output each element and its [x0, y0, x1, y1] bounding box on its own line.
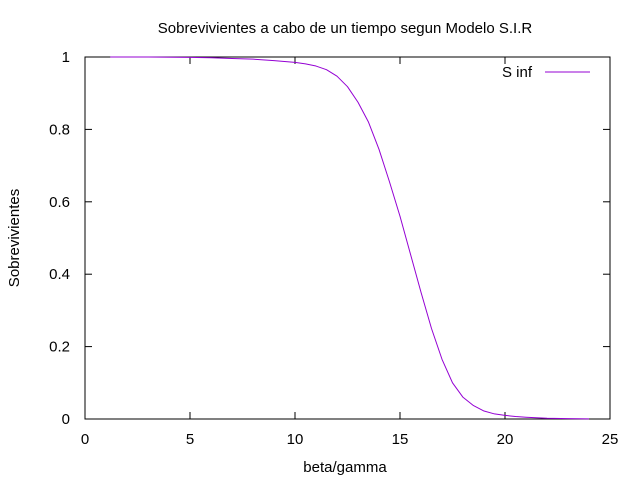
legend-entry-label: S inf: [502, 64, 533, 81]
y-tick-label: 0: [62, 411, 70, 428]
y-tick-label: 0.6: [49, 194, 70, 211]
y-axis-label: Sobrevivientes: [6, 189, 23, 287]
series-line-s-inf: [110, 56, 590, 420]
x-tick-label: 10: [287, 431, 304, 448]
x-tick-label: 20: [497, 431, 514, 448]
series-layer: [110, 56, 590, 420]
y-tick-label: 1: [62, 49, 70, 66]
y-tick-label: 0.2: [49, 339, 70, 356]
chart-title: Sobrevivientes a cabo de un tiempo segun…: [158, 20, 533, 37]
x-tick-label: 15: [392, 431, 409, 448]
y-tick-label: 0.8: [49, 121, 70, 138]
x-tick-label: 0: [81, 431, 89, 448]
x-tick-label: 5: [186, 431, 194, 448]
legend: S inf: [502, 64, 590, 81]
x-axis-label: beta/gamma: [303, 459, 387, 476]
x-tick-label: 25: [602, 431, 619, 448]
axis-ticks: 0 5 10 15 20 25 0 0.2 0.4 0.6 0.8 1: [49, 49, 618, 448]
y-tick-label: 0.4: [49, 266, 70, 283]
plot-frame: [84, 56, 611, 420]
